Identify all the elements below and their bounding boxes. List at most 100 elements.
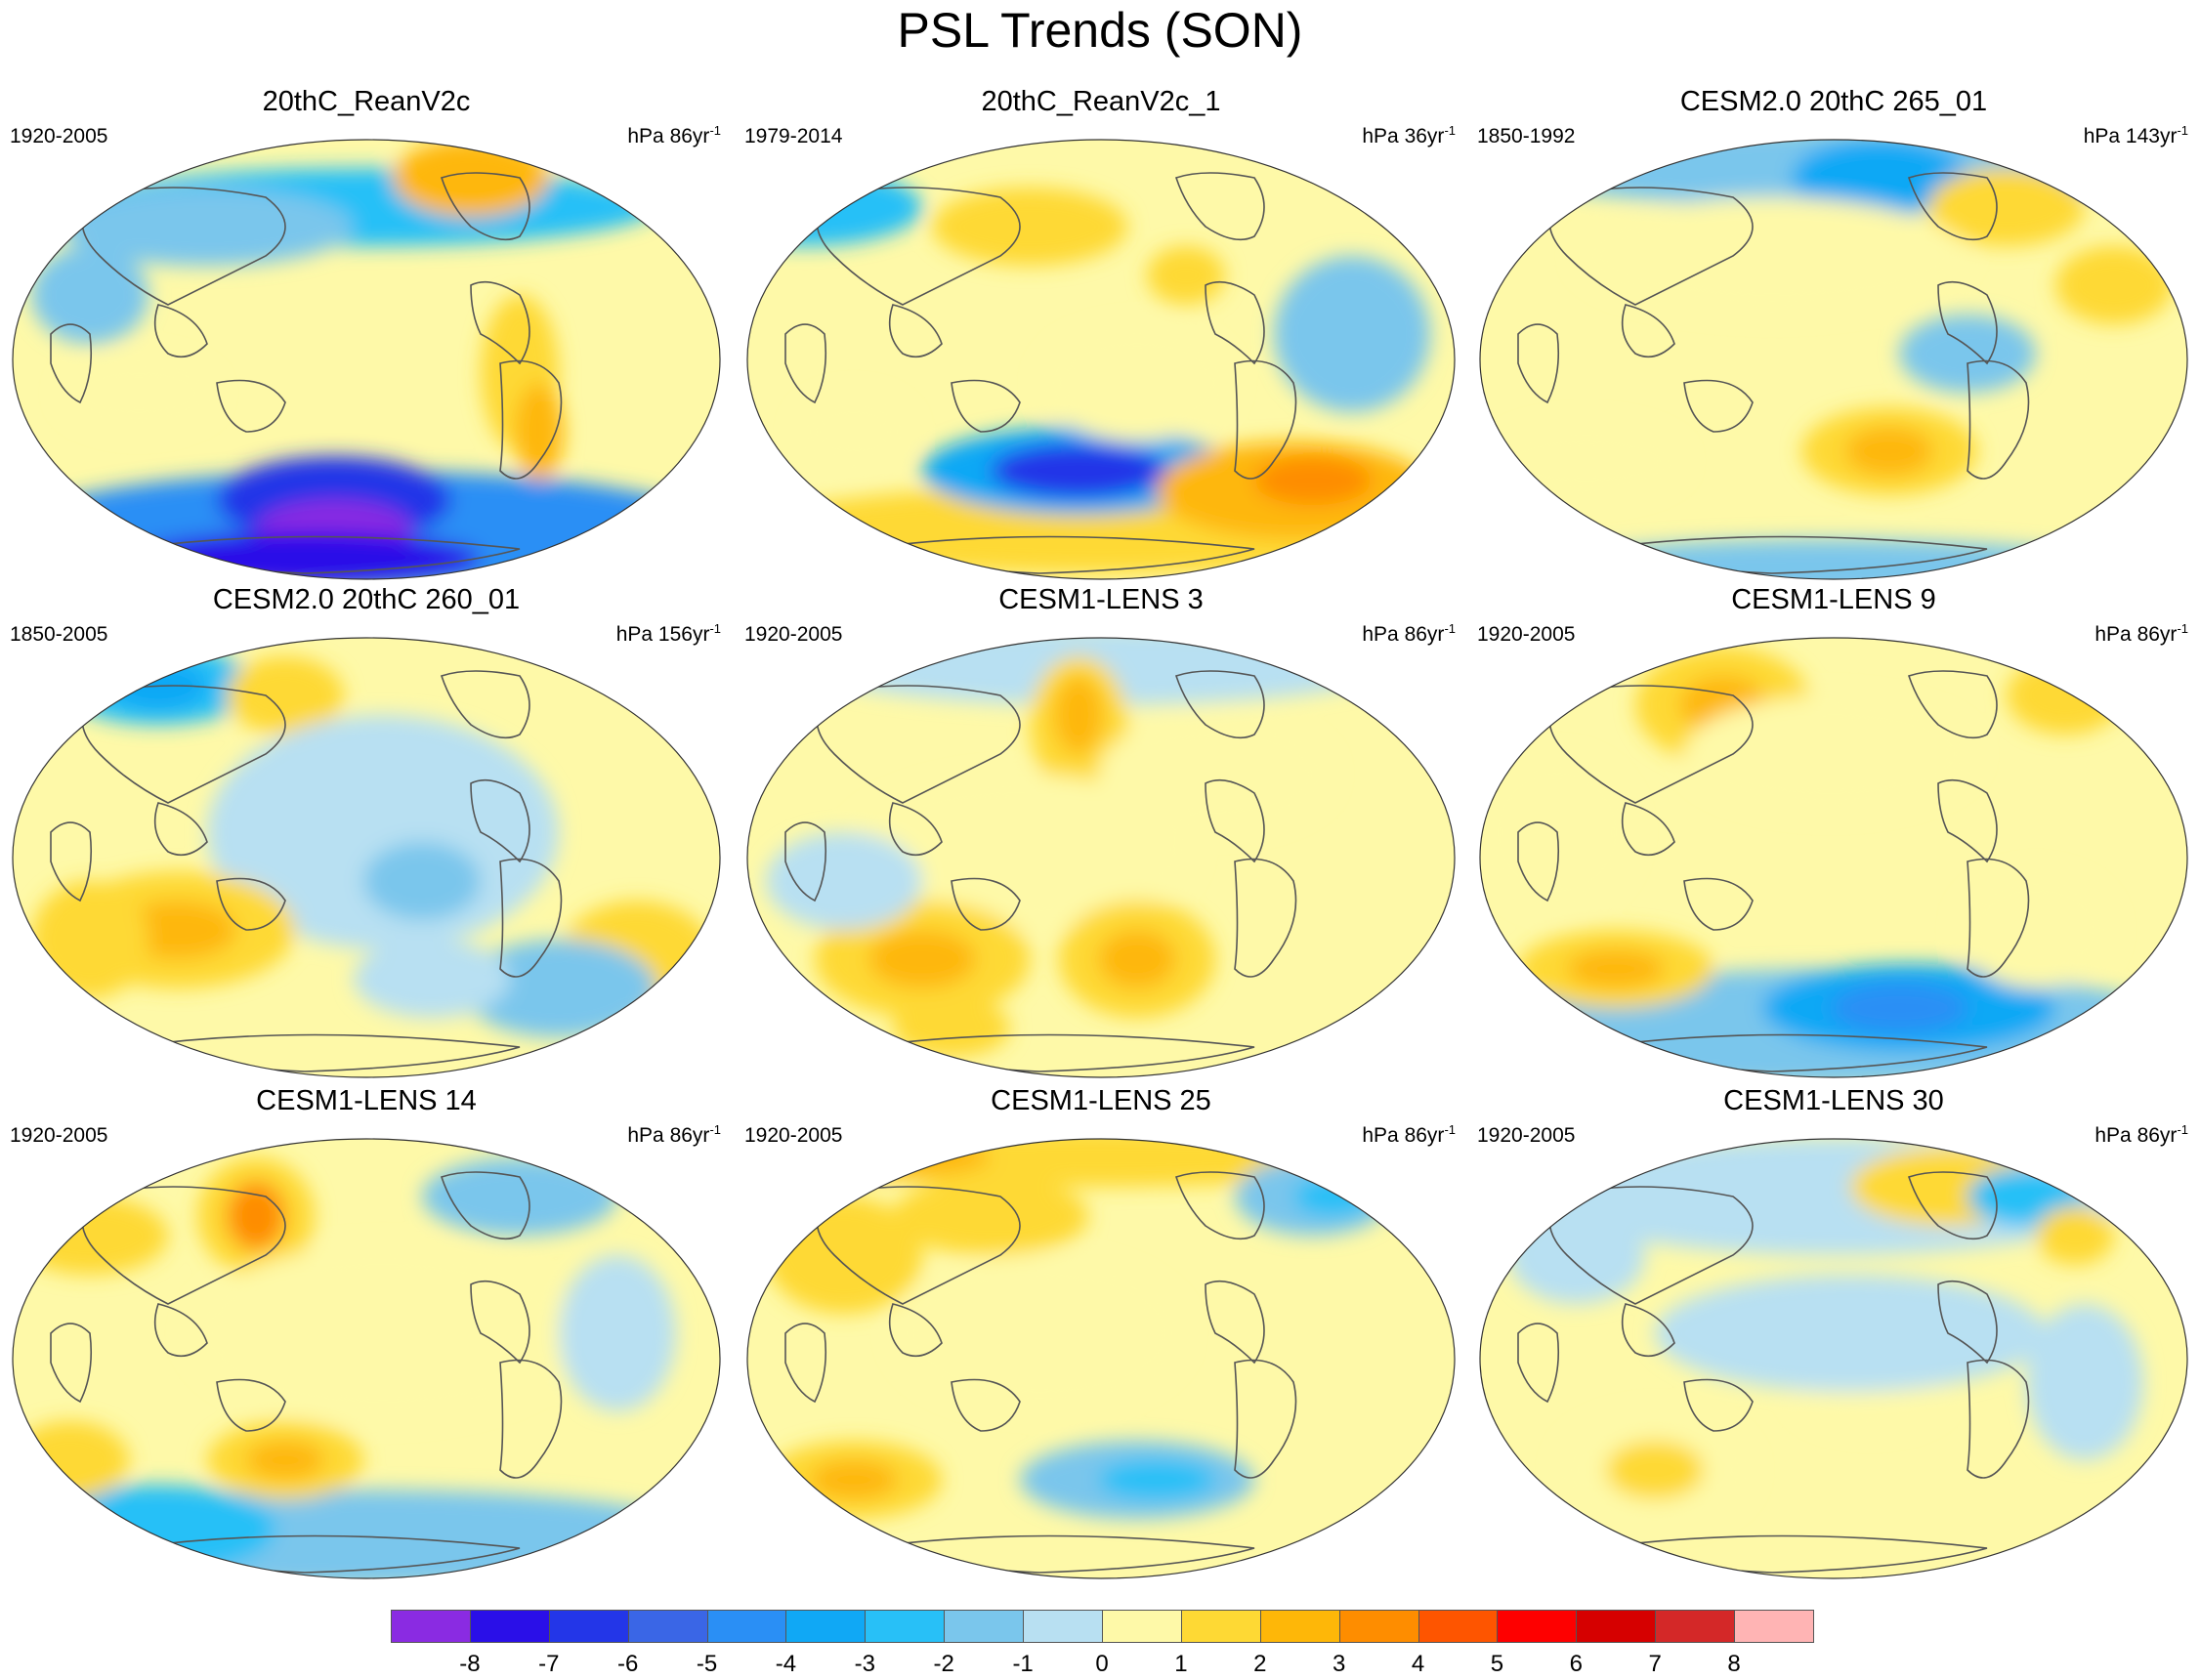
colorbar-swatch <box>469 1610 550 1643</box>
trend-contour-region <box>1538 539 2124 579</box>
colorbar-swatch <box>944 1610 1025 1643</box>
trend-contour-region <box>363 842 481 920</box>
trend-contour-region <box>868 930 976 988</box>
coastline <box>816 1186 1021 1305</box>
colorbar-tick-label: -1 <box>1012 1651 1034 1677</box>
coastline <box>216 877 286 931</box>
coastline <box>1174 670 1265 739</box>
coastline <box>1937 280 1998 365</box>
coastline <box>951 1378 1021 1432</box>
colorbar-tick-label: -6 <box>616 1651 639 1677</box>
coastline <box>153 304 208 358</box>
colorbar-tick-label: 6 <box>1569 1651 1583 1677</box>
trend-contour-region <box>1508 1206 1645 1304</box>
coastline <box>470 778 530 863</box>
panel-years: 1920-2005 <box>1477 623 1576 646</box>
trend-contour-region <box>1098 930 1176 988</box>
colorbar-swatch <box>785 1610 867 1643</box>
coastline <box>888 1303 943 1358</box>
panel-units: hPa 143yr-1 <box>2083 123 2188 147</box>
coastline <box>1907 1171 1998 1240</box>
trend-contour-region <box>31 246 148 344</box>
trend-contour-region <box>893 1177 1088 1255</box>
trend-contour-region <box>31 881 148 998</box>
map-panel: CESM1-LENS 30 1920-2005 hPa 86yr-1 <box>1467 1085 2200 1589</box>
coastline <box>153 802 208 857</box>
coastline <box>499 359 563 480</box>
trend-contour-region <box>354 940 510 1018</box>
globe-map <box>1479 139 2188 580</box>
panel-title: CESM1-LENS 14 <box>256 1085 477 1116</box>
coastline <box>1907 670 1998 739</box>
coastline <box>1517 821 1560 903</box>
trend-contour-region <box>1831 984 1967 1032</box>
trend-contour-region <box>227 1182 285 1250</box>
trend-contour-region <box>2007 656 2124 735</box>
trend-contour-region <box>1054 676 1103 754</box>
globe-border <box>746 1138 1456 1579</box>
trend-contour-region <box>246 1441 324 1480</box>
trend-contour-region <box>1293 1177 1372 1216</box>
coastline <box>1517 1323 1560 1404</box>
globe-border <box>12 139 721 580</box>
trend-contour-region <box>1684 695 1977 813</box>
colorbar-swatch <box>865 1610 946 1643</box>
trend-contour-region <box>393 140 549 217</box>
trend-contour-region <box>188 1245 578 1421</box>
panel-units: hPa 36yr-1 <box>1362 123 1456 147</box>
trend-contour-region <box>559 1255 676 1411</box>
panel-years: 1979-2014 <box>744 125 843 147</box>
coastline <box>470 280 530 365</box>
trend-contour-region <box>844 774 1196 930</box>
panel-units: hPa 86yr-1 <box>1362 621 1456 646</box>
colorbar-tick-label: 3 <box>1332 1651 1346 1677</box>
map-panel: CESM1-LENS 9 1920-2005 hPa 86yr-1 <box>1467 584 2200 1088</box>
trend-contour-region <box>932 188 1127 266</box>
coastline <box>1205 1280 1265 1365</box>
globe-border <box>1479 637 2188 1078</box>
panel-units: hPa 86yr-1 <box>2094 1122 2188 1147</box>
colorbar-swatch <box>1023 1610 1103 1643</box>
coastline <box>499 858 563 978</box>
coastline <box>951 379 1021 433</box>
trend-contour-region <box>119 901 236 959</box>
trend-contour-region <box>13 1421 129 1499</box>
coastline <box>1683 877 1754 931</box>
trend-contour-region <box>1577 197 1967 315</box>
trend-contour-region <box>795 393 912 471</box>
coastline <box>951 877 1021 931</box>
coastline <box>1234 1359 1297 1479</box>
trend-contour-region <box>422 1157 617 1236</box>
trend-contour-region <box>2026 1304 2143 1460</box>
trend-contour-region <box>893 998 1010 1057</box>
panel-title: CESM1-LENS 25 <box>991 1085 1211 1116</box>
coastline <box>1937 778 1998 863</box>
colorbar-tick-label: -3 <box>854 1651 875 1677</box>
coastline <box>216 379 286 433</box>
trend-contour-region <box>1098 1460 1215 1499</box>
globe-border <box>12 637 721 1078</box>
trend-contour-region <box>13 1197 168 1275</box>
colorbar-tick-label: -2 <box>933 1651 954 1677</box>
trend-contour-region <box>766 832 922 930</box>
coastline <box>1621 1303 1675 1358</box>
coastline <box>1907 172 1998 241</box>
coastline <box>1234 858 1297 978</box>
panel-units: hPa 86yr-1 <box>627 123 721 147</box>
coastline <box>1621 304 1675 358</box>
map-panel: CESM1-LENS 3 1920-2005 hPa 86yr-1 <box>735 584 1467 1088</box>
trend-contour-region <box>227 656 344 735</box>
globe-map <box>746 637 1456 1078</box>
colorbar-tick-label: 4 <box>1411 1651 1425 1677</box>
panel-title: CESM1-LENS 3 <box>998 584 1204 615</box>
coastline <box>440 1171 530 1240</box>
map-panel: CESM2.0 20thC 260_01 1850-2005 hPa 156yr-1 <box>0 584 733 1088</box>
panel-years: 1920-2005 <box>10 125 108 147</box>
globe-map <box>1479 1138 2188 1579</box>
coastline <box>1967 359 2030 480</box>
colorbar-swatch <box>1655 1610 1736 1643</box>
trend-contour-region <box>1254 456 1372 505</box>
coastline <box>784 1323 827 1404</box>
coastline <box>1683 1378 1754 1432</box>
colorbar-swatch <box>391 1610 471 1643</box>
